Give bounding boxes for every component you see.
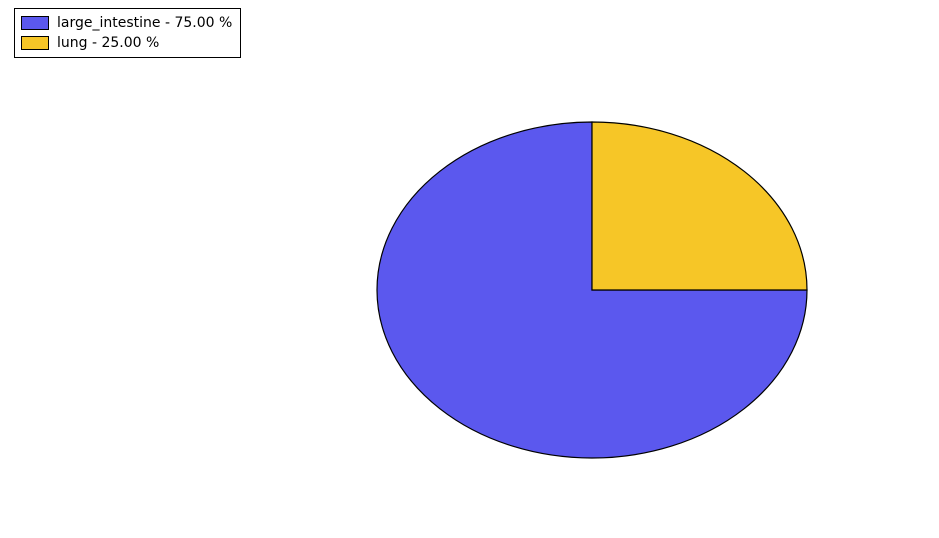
pie-slice-lung	[592, 122, 807, 290]
pie-chart	[0, 0, 939, 538]
pie-svg	[0, 0, 939, 538]
pie-group	[377, 122, 807, 458]
